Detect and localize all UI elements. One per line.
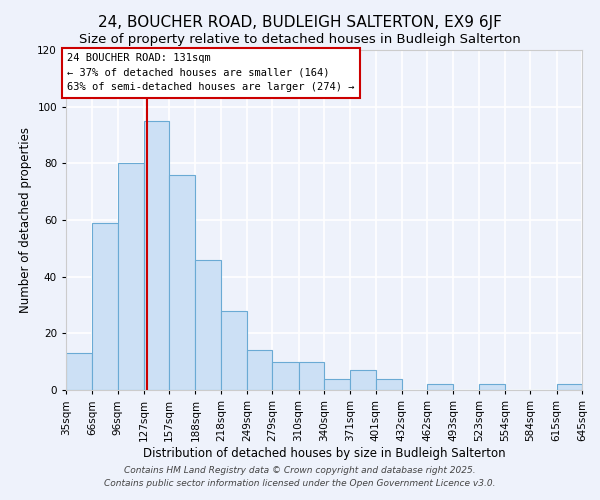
Bar xyxy=(221,310,247,390)
Text: Contains HM Land Registry data © Crown copyright and database right 2025.
Contai: Contains HM Land Registry data © Crown c… xyxy=(104,466,496,487)
Y-axis label: Number of detached properties: Number of detached properties xyxy=(19,127,32,313)
Text: 24, BOUCHER ROAD, BUDLEIGH SALTERTON, EX9 6JF: 24, BOUCHER ROAD, BUDLEIGH SALTERTON, EX… xyxy=(98,15,502,30)
Text: 24 BOUCHER ROAD: 131sqm
← 37% of detached houses are smaller (164)
63% of semi-d: 24 BOUCHER ROAD: 131sqm ← 37% of detache… xyxy=(67,53,355,92)
Bar xyxy=(169,174,196,390)
Bar xyxy=(299,362,324,390)
Bar xyxy=(557,384,582,390)
Bar xyxy=(479,384,505,390)
Bar xyxy=(272,362,299,390)
X-axis label: Distribution of detached houses by size in Budleigh Salterton: Distribution of detached houses by size … xyxy=(143,446,505,460)
Bar xyxy=(376,378,402,390)
Bar xyxy=(350,370,376,390)
Bar xyxy=(247,350,272,390)
Bar xyxy=(196,260,221,390)
Bar xyxy=(324,378,350,390)
Bar xyxy=(427,384,454,390)
Bar xyxy=(118,164,144,390)
Bar xyxy=(66,353,92,390)
Text: Size of property relative to detached houses in Budleigh Salterton: Size of property relative to detached ho… xyxy=(79,32,521,46)
Bar xyxy=(144,121,169,390)
Bar xyxy=(92,223,118,390)
